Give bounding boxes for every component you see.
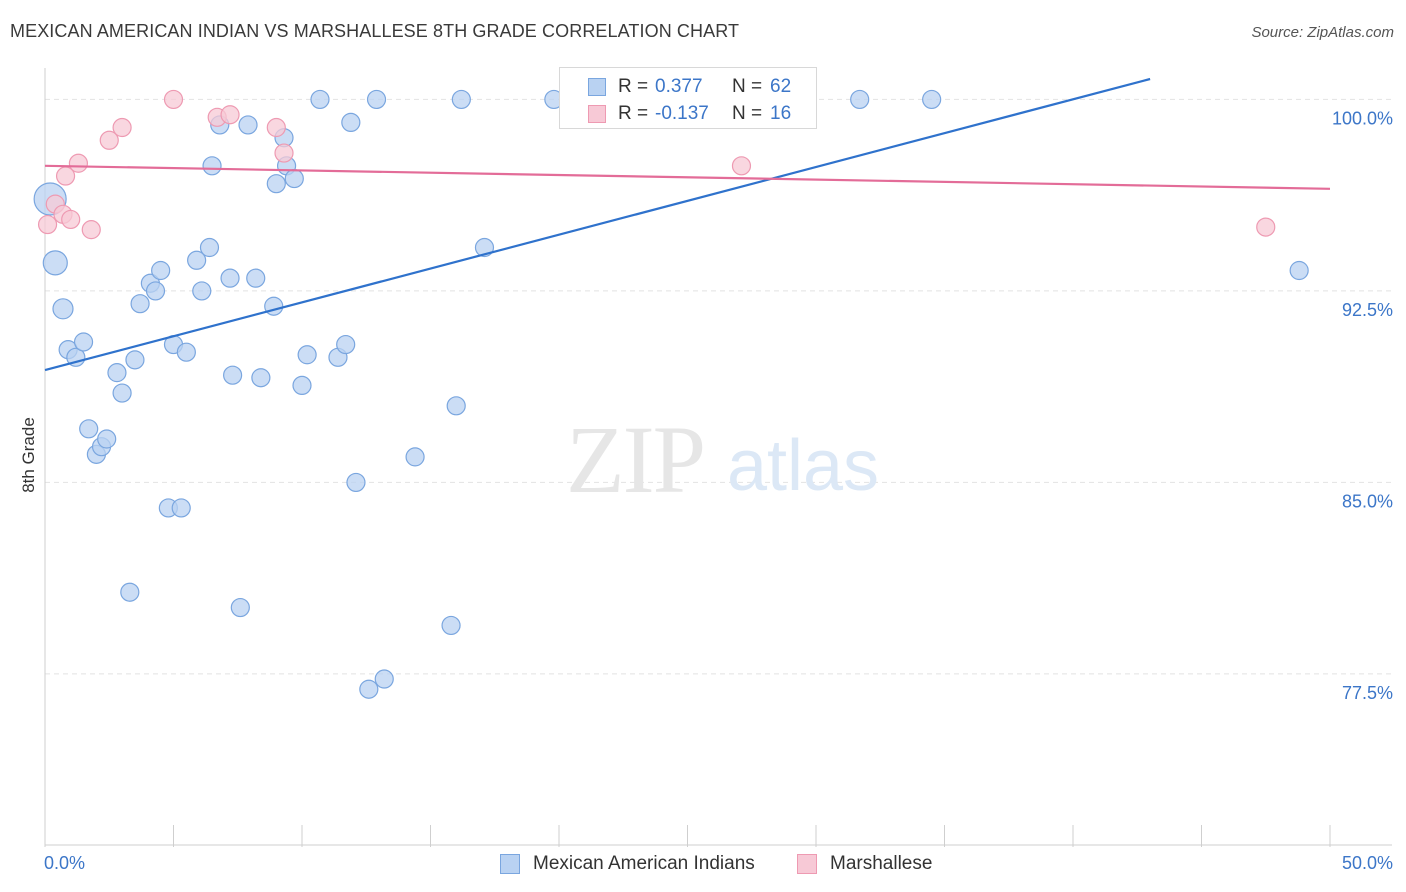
trend-line-marshallese [44, 164, 1331, 190]
data-point [192, 281, 212, 301]
n-value: 62 [770, 76, 792, 97]
legend-label: Marshallese [830, 853, 933, 874]
data-point [97, 429, 117, 449]
n-value: 16 [770, 103, 792, 124]
data-point [246, 268, 266, 288]
data-point [366, 89, 387, 110]
data-point [297, 345, 317, 365]
data-point [107, 363, 127, 383]
data-point [220, 268, 240, 288]
series-mexican-american-indians [33, 89, 1309, 699]
data-point [187, 250, 207, 270]
data-point [202, 156, 222, 176]
data-point [374, 669, 394, 689]
data-point [336, 334, 356, 355]
data-point [151, 260, 171, 281]
y-tick-label-3: 77.5% [1342, 683, 1393, 703]
watermark: ZIP atlas [566, 406, 879, 513]
data-point [199, 237, 220, 258]
source-credit: Source: ZipAtlas.com [1251, 24, 1394, 41]
data-point [130, 294, 150, 314]
data-point [451, 89, 471, 110]
data-point [405, 447, 425, 467]
data-point [42, 250, 68, 276]
data-point [441, 615, 461, 636]
r-value: 0.377 [655, 76, 703, 97]
stats-row-mexican-american-indians: R = 0.377 N = 62 [560, 74, 816, 100]
r-label: R = [618, 76, 649, 97]
trend-line-mexican-american-indians [44, 77, 1151, 372]
data-point [120, 582, 140, 602]
data-point [52, 298, 74, 320]
r-value: -0.137 [655, 103, 709, 124]
data-point [266, 174, 286, 194]
chart-title: MEXICAN AMERICAN INDIAN VS MARSHALLESE 8… [10, 21, 740, 41]
x-tick-label-0: 0.0% [44, 853, 85, 873]
legend-swatch-pink [588, 105, 606, 123]
data-point [79, 419, 99, 439]
stats-legend: R = 0.377 N = 62 R = -0.137 N = 16 [559, 67, 817, 129]
data-point [346, 472, 366, 493]
data-point [359, 679, 379, 699]
data-point [125, 350, 145, 370]
axes [44, 68, 1392, 847]
data-point [112, 383, 132, 403]
data-point [1289, 260, 1309, 281]
trend-lines [44, 77, 1331, 372]
data-point [73, 332, 94, 352]
data-point [284, 168, 304, 189]
y-tick-label-2: 85.0% [1342, 491, 1393, 511]
data-point [81, 220, 101, 240]
data-point [145, 281, 166, 301]
data-point [850, 89, 870, 110]
y-tick-label-1: 92.5% [1342, 300, 1393, 320]
data-point [99, 130, 119, 150]
data-point [37, 214, 58, 235]
data-point [112, 117, 132, 138]
y-tick-label-0: 100.0% [1332, 108, 1393, 128]
tick-labels: 100.0% 92.5% 85.0% 77.5% 0.0% 50.0% [44, 108, 1393, 873]
data-point [310, 89, 330, 110]
data-point [446, 396, 466, 416]
series-marshallese [37, 89, 1276, 240]
n-label: N = [732, 103, 763, 124]
series-legend: Mexican American Indians Marshallese [0, 853, 1406, 877]
data-point [1256, 217, 1276, 237]
watermark-atlas: atlas [727, 426, 879, 506]
stats-row-marshallese: R = -0.137 N = 16 [560, 101, 816, 127]
x-tick-label-1: 50.0% [1342, 853, 1393, 873]
data-point [176, 342, 196, 362]
data-point [251, 368, 271, 388]
data-point [266, 117, 286, 138]
data-point [731, 156, 752, 176]
r-label: R = [618, 103, 649, 124]
data-point [68, 153, 89, 173]
legend-swatch-blue [588, 78, 606, 96]
data-point [922, 89, 942, 110]
legend-swatch-blue [500, 854, 520, 874]
data-point [61, 209, 81, 230]
data-point [220, 105, 240, 125]
data-point [341, 112, 361, 133]
data-point [238, 115, 258, 135]
n-label: N = [732, 76, 763, 97]
data-point [223, 365, 243, 385]
data-point [171, 498, 191, 518]
data-point [163, 89, 184, 110]
legend-label: Mexican American Indians [533, 853, 755, 874]
data-point [274, 143, 294, 163]
legend-swatch-pink [797, 854, 817, 874]
data-point [230, 597, 250, 618]
data-point [292, 375, 312, 395]
watermark-zip: ZIP [566, 406, 704, 513]
